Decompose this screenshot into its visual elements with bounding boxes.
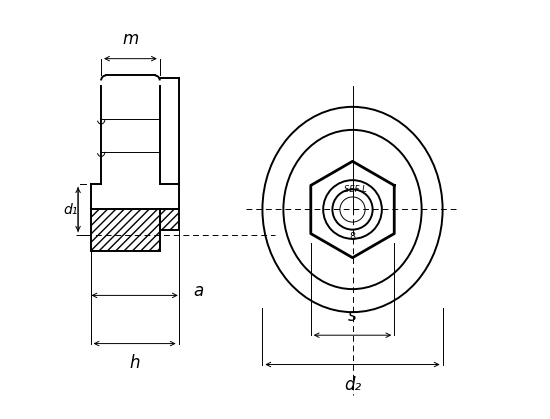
Bar	[91, 210, 160, 251]
Text: s: s	[348, 307, 357, 325]
Text: h: h	[129, 354, 140, 372]
Text: m: m	[122, 30, 139, 48]
Text: a: a	[193, 282, 204, 300]
Text: SEF L: SEF L	[344, 185, 367, 194]
Text: d₂: d₂	[344, 376, 361, 394]
Text: 8: 8	[349, 232, 356, 242]
Text: d₁: d₁	[63, 202, 78, 217]
Bar	[160, 210, 179, 230]
